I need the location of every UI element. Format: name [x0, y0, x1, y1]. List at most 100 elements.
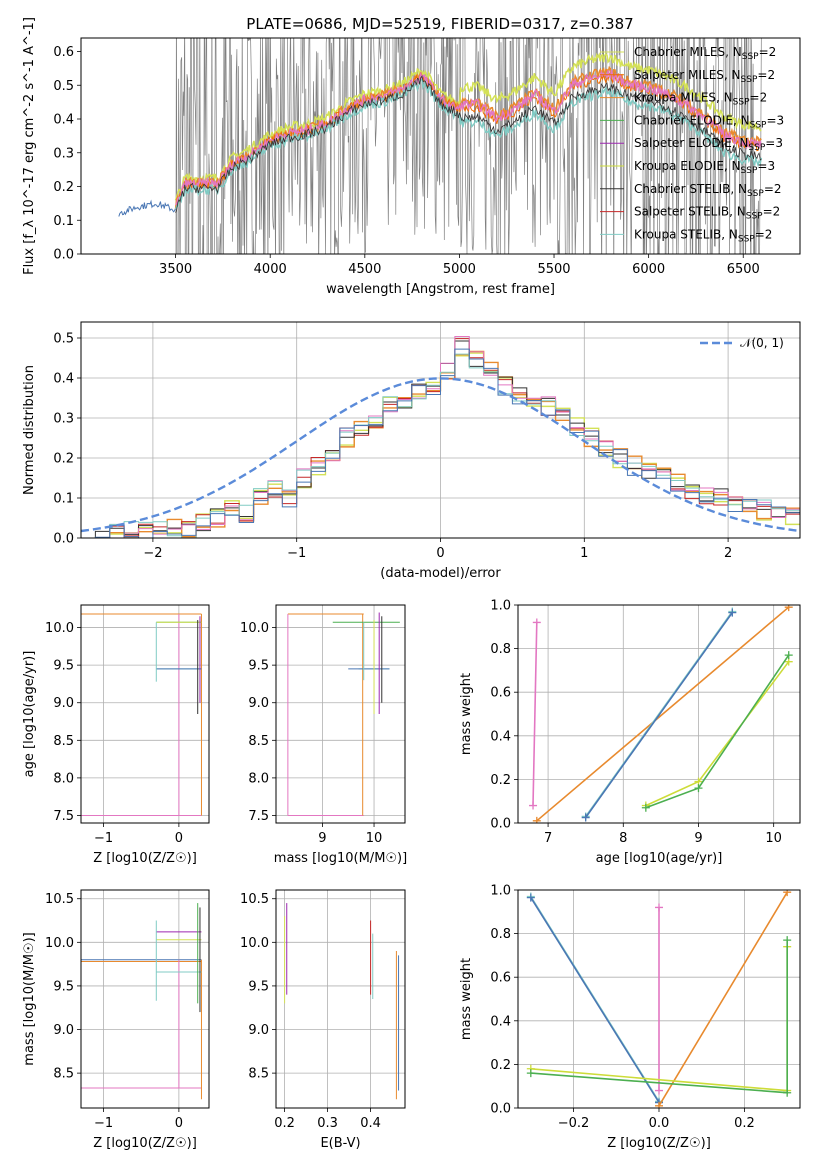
y-tick-label: 0.0 — [490, 1102, 511, 1117]
axes-mass_vs_EBV: 0.2 0.3 0.4 8.5 9.0 9.5 10.0 10.5 E(B-V) — [240, 890, 405, 1151]
figure-title: PLATE=0686, MJD=52519, FIBERID=0317, z=0… — [246, 15, 633, 33]
axes-age_vs_Z: −1 0 7.5 8.0 8.5 9.0 9.5 10.0 Z [log10(Z/Z☉)] age… — [22, 605, 209, 866]
legend-entry-4: Salpeter ELODIE, NSSP=3 — [634, 136, 783, 153]
y-tick-label: 0.2 — [490, 1058, 511, 1073]
axes-frame-massweight_vs_Z — [517, 889, 801, 1109]
y-tick-label: 1.0 — [490, 599, 511, 614]
y-tick-label: 10.0 — [45, 936, 74, 951]
x-tick-label: 4000 — [254, 262, 287, 277]
data-point-marker — [728, 608, 737, 617]
x-tick-label: 2 — [724, 546, 732, 561]
y-tick-label: 10.0 — [240, 621, 269, 636]
x-axis-label: age [log10(age/yr)] — [596, 851, 723, 866]
x-tick-label: 0.2 — [274, 1116, 295, 1131]
y-tick-label: 8.5 — [248, 1067, 269, 1082]
x-tick-label: −1 — [94, 1116, 113, 1131]
y-tick-label: 0.2 — [53, 180, 74, 195]
gaussian-legend-label: 𝒩(0, 1) — [740, 336, 784, 350]
histogram-step-series — [95, 353, 800, 538]
plot-age_vs_Z — [81, 613, 202, 816]
histogram-plot — [81, 336, 800, 538]
y-tick-label: 8.5 — [53, 734, 74, 749]
axes-frame-age_vs_Z — [80, 604, 210, 824]
axes-mass_vs_Z: −1 0 8.5 9.0 9.5 10.0 10.5 Z [log10(Z/Z☉)] mass … — [22, 890, 209, 1151]
y-tick-label: 0.3 — [53, 412, 74, 427]
data-point-marker — [783, 936, 792, 945]
mass-weight-series-line — [536, 606, 790, 822]
axes-frame-age_vs_mass — [275, 604, 406, 824]
x-tick-label: −1 — [94, 831, 113, 846]
y-axis-label: mass weight — [459, 673, 474, 755]
x-tick-label: −1 — [287, 546, 306, 561]
y-tick-label: 10.5 — [240, 892, 269, 907]
observed-spectrum-line — [175, 38, 762, 254]
axes-frame-residual_hist — [80, 321, 801, 539]
x-axis-label: (data-model)/error — [380, 566, 501, 581]
x-axis-label: wavelength [Angstrom, rest frame] — [326, 282, 555, 297]
x-tick-label: 4500 — [348, 262, 381, 277]
mass-weight-series-line — [645, 661, 790, 807]
y-tick-label: 8.5 — [248, 734, 269, 749]
x-tick-label: 1 — [580, 546, 588, 561]
axes-residual_hist: −2 −1 0 1 2 0.0 0.1 0.2 0.3 0.4 0.5 (data-model)/er… — [22, 322, 800, 581]
y-tick-label: 0.5 — [53, 332, 74, 347]
x-tick-label: −2 — [143, 546, 162, 561]
legend-entry-1: Salpeter MILES, NSSP=2 — [634, 68, 775, 85]
axes-frame-spectrum — [80, 37, 801, 255]
y-tick-label: 7.5 — [53, 809, 74, 824]
y-tick-label: 9.0 — [248, 696, 269, 711]
y-tick-label: 0.8 — [490, 642, 511, 657]
histogram-step-series — [94, 340, 800, 538]
y-tick-label: 10.5 — [45, 892, 74, 907]
grid-mass_vs_Z — [81, 890, 209, 1108]
plot-age_vs_mass — [287, 612, 400, 816]
y-tick-label: 0.6 — [490, 686, 511, 701]
histogram-step-series — [95, 350, 800, 538]
legend-entry-2: Kroupa MILES, NSSP=2 — [634, 91, 767, 108]
data-point-marker — [655, 1086, 663, 1095]
data-point-marker — [783, 890, 792, 897]
plot-massweight_vs_age — [529, 605, 793, 823]
grid-mass_vs_EBV — [276, 890, 405, 1108]
axes-massweight_vs_age: 7 8 9 10 0.0 0.2 0.4 0.6 0.8 1.0 age [log10(age/yr… — [459, 599, 800, 866]
x-tick-label: 3500 — [159, 262, 192, 277]
y-tick-label: 0.4 — [53, 372, 74, 387]
y-tick-label: 7.5 — [248, 809, 269, 824]
y-tick-label: 0.2 — [53, 452, 74, 467]
axes-frame-mass_vs_EBV — [275, 889, 406, 1109]
axes-frame-mass_vs_Z — [80, 889, 210, 1109]
x-tick-label: −0.2 — [558, 1116, 590, 1131]
axes-massweight_vs_Z: −0.2 0.0 0.2 0.0 0.2 0.4 0.6 0.8 1.0 Z [log10(Z/Z… — [459, 884, 800, 1151]
spectrum-legend: Chabrier MILES, NSSP=2 Salpeter MILES, NS… — [600, 45, 784, 244]
legend-entry-3: Chabrier ELODIE, NSSP=3 — [634, 113, 784, 130]
model-spectrum-blue-start — [118, 199, 177, 217]
data-point-marker — [694, 784, 703, 793]
data-point-marker — [532, 618, 541, 627]
x-tick-label: 0.3 — [317, 1116, 338, 1131]
y-tick-label: 0.2 — [490, 773, 511, 788]
x-tick-label: 0.0 — [649, 1116, 670, 1131]
plot-massweight_vs_Z — [526, 890, 792, 1108]
y-axis-label: age [log10(age/yr)] — [22, 651, 37, 778]
x-tick-label: 0.4 — [360, 1116, 381, 1131]
plot-mass_vs_EBV — [284, 903, 400, 1100]
plot-mass_vs_Z — [81, 903, 202, 1100]
y-tick-label: 0.6 — [490, 971, 511, 986]
y-tick-label: 9.5 — [248, 659, 269, 674]
y-tick-label: 0.1 — [53, 492, 74, 507]
y-tick-label: 9.0 — [248, 1023, 269, 1038]
x-tick-label: 6000 — [632, 262, 665, 277]
y-tick-label: 9.5 — [248, 979, 269, 994]
y-tick-label: 0.4 — [53, 113, 74, 128]
x-tick-label: 5500 — [537, 262, 570, 277]
legend-entry-5: Kroupa ELODIE, NSSP=3 — [634, 159, 775, 176]
grid-age_vs_mass — [276, 605, 405, 823]
x-tick-label: 0 — [436, 546, 444, 561]
x-axis-label: Z [log10(Z/Z☉)] — [93, 851, 197, 866]
x-tick-label: 0 — [175, 831, 183, 846]
y-tick-label: 8.0 — [53, 771, 74, 786]
legend-entry-6: Chabrier STELIB, NSSP=2 — [634, 182, 782, 199]
data-point-marker — [526, 893, 535, 902]
data-point-marker — [641, 803, 650, 812]
